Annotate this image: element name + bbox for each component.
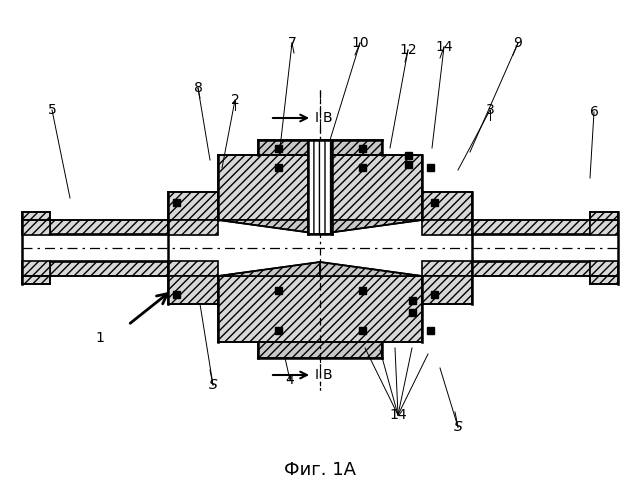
Bar [431, 291, 438, 297]
Bar [275, 287, 282, 294]
Bar [358, 164, 365, 171]
Bar [258, 342, 382, 358]
Polygon shape [218, 220, 320, 234]
Text: S: S [209, 378, 218, 392]
Text: 8: 8 [193, 81, 202, 95]
Text: 14: 14 [389, 408, 407, 422]
Bar [426, 164, 433, 171]
Bar [404, 151, 412, 158]
Bar [358, 326, 365, 334]
Bar [218, 155, 422, 220]
Text: В: В [323, 368, 333, 382]
Polygon shape [218, 262, 320, 276]
Bar [258, 140, 382, 155]
Bar [590, 276, 618, 284]
Bar [408, 296, 415, 303]
Bar [22, 276, 50, 284]
Text: 5: 5 [47, 103, 56, 117]
Text: 14: 14 [435, 40, 453, 54]
Text: 9: 9 [513, 36, 522, 50]
Bar [590, 212, 618, 220]
Bar [218, 276, 422, 342]
Bar [472, 220, 590, 235]
Bar [404, 161, 412, 168]
Bar [422, 220, 472, 235]
Polygon shape [320, 262, 422, 276]
Text: 2: 2 [230, 93, 239, 107]
Bar [426, 326, 433, 334]
Text: 4: 4 [285, 373, 294, 387]
Bar [472, 261, 590, 276]
Text: S: S [454, 420, 462, 434]
Bar [22, 261, 50, 276]
Bar [408, 309, 415, 316]
Bar [168, 261, 218, 276]
Text: I: I [315, 368, 319, 382]
Bar [22, 212, 50, 220]
Text: В: В [323, 111, 333, 125]
Bar [275, 145, 282, 151]
Text: Фиг. 1А: Фиг. 1А [284, 461, 356, 479]
Bar [590, 220, 618, 235]
Polygon shape [320, 220, 422, 234]
Bar [168, 220, 218, 235]
Bar [168, 276, 218, 304]
Bar [590, 261, 618, 276]
Bar [422, 276, 472, 304]
Bar [173, 198, 179, 205]
Text: 12: 12 [399, 43, 417, 57]
Bar [358, 287, 365, 294]
Text: 3: 3 [486, 103, 494, 117]
Text: 10: 10 [351, 36, 369, 50]
Bar [275, 164, 282, 171]
Text: 7: 7 [287, 36, 296, 50]
Text: 6: 6 [589, 105, 598, 119]
Bar [358, 145, 365, 151]
Bar [431, 198, 438, 205]
Bar [50, 261, 168, 276]
Bar [422, 261, 472, 276]
Bar [168, 192, 218, 220]
Text: 1: 1 [95, 331, 104, 345]
Bar [275, 326, 282, 334]
Text: I: I [315, 111, 319, 125]
Bar [50, 220, 168, 235]
Bar [308, 140, 332, 234]
Bar [422, 192, 472, 220]
Bar [22, 220, 50, 235]
Bar [173, 291, 179, 297]
